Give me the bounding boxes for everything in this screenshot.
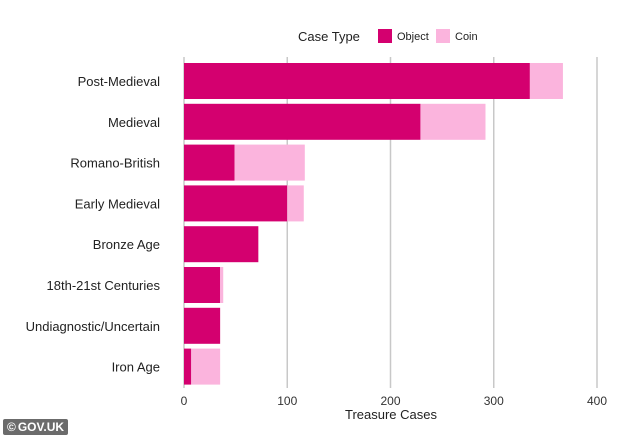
bar-coin-iron-age — [191, 348, 221, 385]
bar-object-early-medieval — [184, 185, 288, 222]
bar-coin-early-medieval — [287, 185, 304, 222]
bar-coin-medieval — [420, 103, 486, 140]
bar-object-iron-age — [184, 348, 192, 385]
category-label: Romano-British — [70, 156, 160, 171]
legend-title: Case Type — [298, 29, 360, 44]
bar-coin-post-medieval — [529, 63, 563, 99]
x-tick-label: 300 — [484, 394, 504, 408]
bar-coin-romano-british — [234, 144, 305, 181]
bar-object-undiagnostic-uncertain — [184, 307, 221, 344]
category-label: 18th-21st Centuries — [47, 278, 161, 293]
bar-object-romano-british — [184, 144, 235, 181]
bar-object-post-medieval — [184, 63, 530, 99]
x-tick-label: 0 — [181, 394, 188, 408]
watermark-text: GOV.UK — [17, 420, 65, 434]
legend-swatch-coin — [436, 29, 450, 43]
category-labels: Post-Medieval Medieval Romano-British Early… — [26, 74, 161, 375]
legend-label-coin: Coin — [455, 31, 478, 43]
category-label: Bronze Age — [93, 237, 160, 252]
x-axis-label: Treasure Cases — [345, 407, 437, 422]
x-tick-labels: 0 100 200 300 400 — [181, 394, 608, 408]
legend: Case Type Object Coin — [298, 29, 478, 44]
x-tick-label: 100 — [277, 394, 297, 408]
copyright-icon: © — [7, 420, 16, 434]
category-label: Undiagnostic/Uncertain — [26, 319, 160, 334]
x-tick-label: 200 — [380, 394, 400, 408]
category-label: Medieval — [108, 115, 160, 130]
legend-label-object: Object — [397, 31, 429, 43]
category-label: Iron Age — [112, 360, 160, 375]
category-label: Early Medieval — [75, 196, 160, 211]
bars — [184, 63, 563, 385]
bar-object-18th-21st-centuries — [184, 267, 221, 303]
bar-object-bronze-age — [184, 226, 259, 263]
x-tick-label: 400 — [587, 394, 607, 408]
category-label: Post-Medieval — [78, 74, 160, 89]
bar-object-medieval — [184, 103, 421, 140]
bar-coin-18th-21st-centuries — [220, 267, 224, 303]
legend-swatch-object — [378, 29, 392, 43]
watermark: © GOV.UK — [3, 419, 69, 435]
